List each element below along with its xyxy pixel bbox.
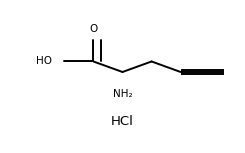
Text: NH₂: NH₂ xyxy=(113,89,132,99)
Text: HCl: HCl xyxy=(111,115,134,128)
Text: HO: HO xyxy=(36,56,52,66)
Text: O: O xyxy=(89,24,98,34)
